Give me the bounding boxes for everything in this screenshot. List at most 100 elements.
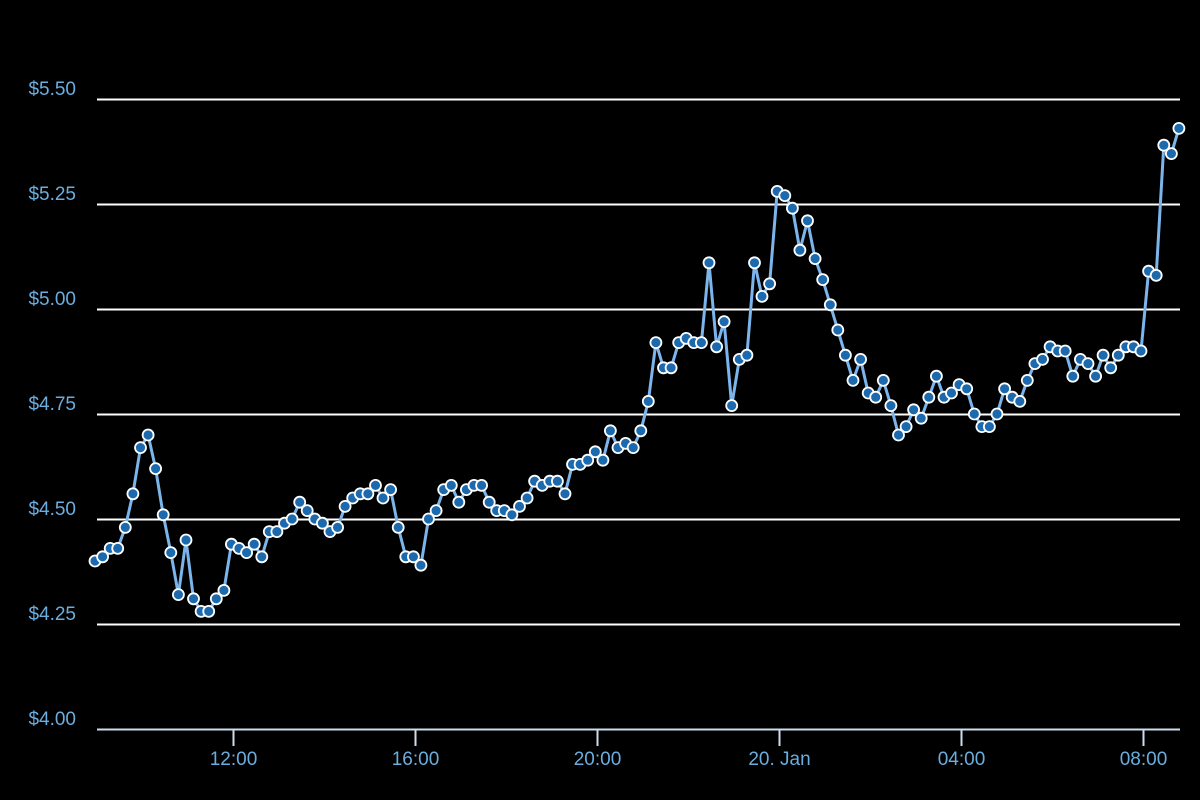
data-point-marker[interactable] — [164, 546, 178, 559]
data-point-marker[interactable] — [331, 521, 345, 534]
data-point-marker[interactable] — [634, 424, 648, 438]
data-point-marker[interactable] — [945, 386, 958, 400]
data-point-marker[interactable] — [930, 369, 943, 383]
data-point-marker[interactable] — [960, 382, 974, 396]
data-point-marker[interactable] — [141, 428, 155, 442]
data-point-marker[interactable] — [748, 256, 761, 270]
data-point-marker[interactable] — [414, 558, 428, 572]
data-point-marker[interactable] — [998, 382, 1011, 396]
data-point-marker[interactable] — [520, 491, 534, 505]
data-point-marker[interactable] — [695, 336, 708, 350]
data-point-marker[interactable] — [1111, 348, 1125, 362]
data-point-marker[interactable] — [429, 504, 443, 518]
data-point-marker[interactable] — [187, 592, 200, 606]
data-point-marker[interactable] — [823, 298, 837, 312]
data-point-marker[interactable] — [869, 390, 883, 404]
data-point-marker[interactable] — [482, 495, 496, 509]
data-point-marker[interactable] — [1157, 138, 1171, 152]
data-point-marker[interactable] — [149, 462, 163, 476]
data-point-marker[interactable] — [626, 441, 640, 455]
data-point-marker[interactable] — [778, 189, 792, 203]
data-point-marker[interactable] — [111, 542, 125, 555]
data-point-marker[interactable] — [240, 546, 254, 559]
data-point-marker[interactable] — [376, 491, 390, 505]
data-point-marker[interactable] — [1089, 369, 1102, 383]
data-point-marker[interactable] — [558, 487, 572, 501]
data-point-marker[interactable] — [990, 407, 1004, 421]
data-point-marker[interactable] — [717, 315, 731, 329]
data-point-marker[interactable] — [816, 273, 830, 287]
data-point-marker[interactable] — [369, 478, 382, 492]
data-point-marker[interactable] — [755, 289, 769, 303]
data-point-marker[interactable] — [740, 348, 754, 362]
data-point-marker[interactable] — [914, 411, 928, 425]
data-point-marker[interactable] — [596, 453, 610, 467]
data-point-marker[interactable] — [899, 420, 913, 434]
data-point-marker[interactable] — [96, 550, 109, 564]
data-point-marker[interactable] — [1165, 147, 1178, 161]
data-point-marker[interactable] — [1036, 352, 1049, 366]
data-point-marker[interactable] — [209, 592, 223, 606]
data-point-marker[interactable] — [202, 605, 216, 618]
data-point-marker[interactable] — [391, 521, 405, 534]
data-point-marker[interactable] — [786, 201, 799, 215]
data-point-marker[interactable] — [884, 399, 898, 413]
data-point-marker[interactable] — [702, 256, 716, 270]
data-point-marker[interactable] — [1081, 357, 1095, 371]
data-point-marker[interactable] — [649, 336, 663, 350]
data-point-marker[interactable] — [1134, 344, 1148, 358]
data-point-marker[interactable] — [664, 361, 678, 375]
data-point-marker[interactable] — [839, 348, 852, 362]
data-point-marker[interactable] — [505, 508, 519, 522]
data-point-marker[interactable] — [907, 403, 920, 417]
data-point-marker[interactable] — [422, 512, 435, 526]
data-point-marker[interactable] — [179, 533, 193, 547]
data-point-marker[interactable] — [1096, 348, 1110, 362]
data-point-marker[interactable] — [475, 478, 489, 492]
data-point-marker[interactable] — [338, 499, 352, 513]
data-point-marker[interactable] — [581, 453, 595, 467]
data-point-marker[interactable] — [854, 352, 867, 366]
data-point-marker[interactable] — [156, 508, 170, 522]
data-point-marker[interactable] — [171, 588, 185, 601]
data-point-marker[interactable] — [255, 550, 269, 564]
data-point-marker[interactable] — [876, 373, 890, 387]
data-point-marker[interactable] — [513, 499, 526, 513]
data-point-marker[interactable] — [892, 428, 905, 442]
data-point-marker[interactable] — [1104, 361, 1118, 375]
data-point-marker[interactable] — [315, 516, 329, 530]
data-point-marker[interactable] — [983, 420, 996, 434]
data-point-marker[interactable] — [300, 504, 314, 518]
data-point-marker[interactable] — [831, 323, 845, 337]
data-point-marker[interactable] — [270, 525, 284, 538]
data-point-marker[interactable] — [604, 424, 617, 438]
data-point-marker[interactable] — [846, 373, 860, 387]
data-point-marker[interactable] — [444, 478, 458, 492]
data-point-marker[interactable] — [1013, 394, 1027, 408]
data-point-marker[interactable] — [247, 537, 261, 551]
data-point-marker[interactable] — [134, 441, 147, 455]
data-point-marker[interactable] — [801, 214, 814, 228]
data-point-marker[interactable] — [763, 277, 776, 291]
data-point-marker[interactable] — [217, 584, 231, 597]
data-point-marker[interactable] — [1066, 369, 1080, 383]
data-point-marker[interactable] — [406, 550, 420, 564]
data-point-marker[interactable] — [808, 252, 822, 266]
data-point-marker[interactable] — [1020, 373, 1034, 387]
data-point-marker[interactable] — [1058, 344, 1072, 358]
data-point-marker[interactable] — [293, 495, 307, 509]
data-point-marker[interactable] — [126, 487, 140, 501]
data-point-marker[interactable] — [452, 495, 466, 509]
data-point-marker[interactable] — [551, 474, 564, 488]
data-point-marker[interactable] — [118, 521, 132, 534]
data-point-marker[interactable] — [361, 487, 375, 501]
data-point-marker[interactable] — [1149, 268, 1163, 282]
data-point-marker[interactable] — [725, 399, 739, 413]
data-point-marker[interactable] — [384, 483, 398, 497]
data-point-marker[interactable] — [641, 394, 655, 408]
data-point-marker[interactable] — [588, 445, 602, 459]
data-point-marker[interactable] — [967, 407, 981, 421]
data-point-marker[interactable] — [793, 243, 807, 257]
data-point-marker[interactable] — [922, 390, 936, 404]
data-point-marker[interactable] — [285, 512, 299, 526]
